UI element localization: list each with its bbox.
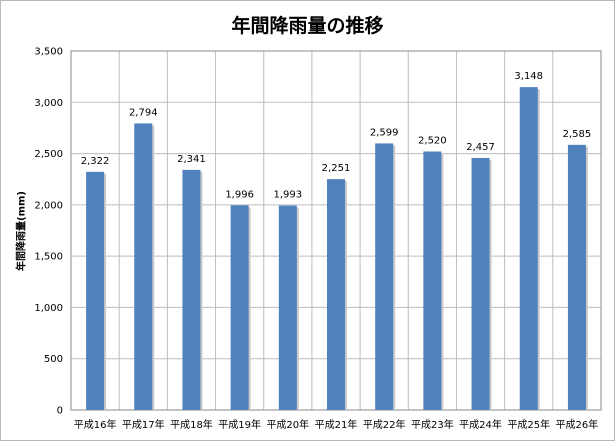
y-tick-label: 2,000 <box>34 200 63 211</box>
bar <box>86 171 105 410</box>
bar <box>519 87 538 411</box>
x-tick-label: 平成17年 <box>122 418 165 431</box>
data-label: 2,599 <box>370 127 399 138</box>
x-tick-label: 平成24年 <box>459 418 502 431</box>
bar <box>182 169 201 410</box>
data-label: 2,585 <box>563 129 592 140</box>
y-tick-label: 0 <box>57 406 63 417</box>
y-tick-label: 500 <box>44 354 63 365</box>
bar <box>423 151 442 410</box>
data-label: 2,322 <box>81 156 110 167</box>
x-tick-label: 平成19年 <box>218 418 261 431</box>
y-tick-label: 3,500 <box>34 47 63 58</box>
bar <box>134 123 153 410</box>
chart-title: 年間降雨量の推移 <box>231 15 384 37</box>
data-label: 2,457 <box>466 142 495 153</box>
bar <box>278 205 297 410</box>
x-tick-label: 平成22年 <box>363 418 406 431</box>
x-tick-label: 平成16年 <box>74 418 117 431</box>
data-label: 2,520 <box>418 136 447 147</box>
data-label: 2,251 <box>322 163 351 174</box>
bar <box>230 205 249 410</box>
y-tick-label: 1,000 <box>34 303 63 314</box>
data-label: 1,993 <box>273 190 302 201</box>
y-tick-label: 2,500 <box>34 149 63 160</box>
bar <box>375 143 394 410</box>
data-label: 3,148 <box>514 71 543 82</box>
x-tick-label: 平成20年 <box>266 418 309 431</box>
data-label: 2,794 <box>129 107 158 118</box>
bar <box>327 179 345 410</box>
data-label: 1,996 <box>225 189 254 200</box>
x-tick-label: 平成25年 <box>507 418 550 431</box>
x-tick-label: 平成26年 <box>556 418 599 431</box>
y-tick-label: 1,500 <box>34 252 63 263</box>
bar <box>471 157 490 410</box>
x-tick-label: 平成21年 <box>315 418 358 431</box>
y-tick-label: 3,000 <box>34 98 63 109</box>
x-tick-label: 平成18年 <box>170 418 213 431</box>
data-label: 2,341 <box>177 154 206 165</box>
bar <box>567 144 586 411</box>
x-tick-label: 平成23年 <box>411 418 454 431</box>
